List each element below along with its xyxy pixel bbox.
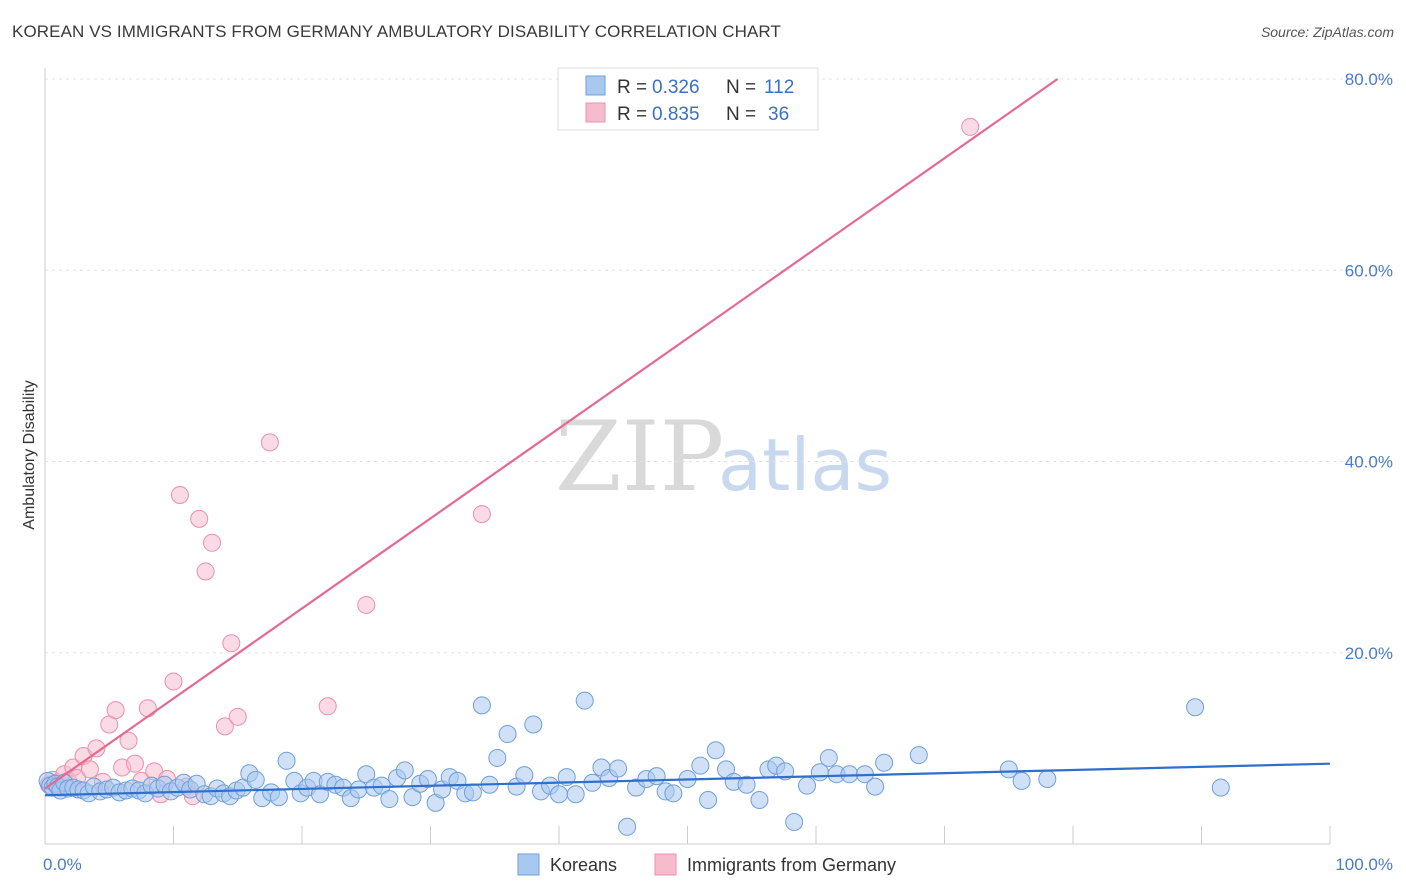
axes xyxy=(44,68,1331,845)
y-axis-ticks: 20.0% 40.0% 60.0% 80.0% xyxy=(1345,70,1393,663)
koreans-point xyxy=(463,783,482,802)
germany-point xyxy=(203,533,222,552)
koreans-point xyxy=(909,746,928,765)
germany-point xyxy=(961,117,980,136)
germany-point xyxy=(260,433,279,452)
legend-r-label: R = xyxy=(617,104,647,125)
legend-n-value: 36 xyxy=(768,104,789,125)
koreans-point xyxy=(776,762,795,781)
watermark: ZIP atlas xyxy=(555,401,892,513)
legend-n-value: 112 xyxy=(764,77,794,98)
koreans-point xyxy=(403,788,422,807)
germany-trend-line xyxy=(44,78,1059,790)
koreans-point xyxy=(647,767,666,786)
germany-point xyxy=(125,754,144,773)
legend-r-value: 0.326 xyxy=(652,77,700,98)
koreans-point xyxy=(1038,769,1057,788)
germany-point xyxy=(80,760,99,779)
koreans-point xyxy=(875,753,894,772)
chart-title: KOREAN VS IMMIGRANTS FROM GERMANY AMBULA… xyxy=(12,22,781,41)
koreans-point xyxy=(706,741,725,760)
germany-point xyxy=(170,485,189,504)
koreans-point xyxy=(750,791,769,810)
y-tick-label: 20.0% xyxy=(1345,644,1393,663)
koreans-point xyxy=(1012,771,1031,790)
y-axis-label: Ambulatory Disability xyxy=(21,380,38,529)
koreans-point xyxy=(737,775,756,794)
koreans-point xyxy=(395,761,414,780)
germany-point xyxy=(119,731,138,750)
koreans-point xyxy=(575,691,594,710)
koreans-point xyxy=(418,769,437,788)
koreans-point xyxy=(524,715,543,734)
series-koreans-points xyxy=(38,691,1230,836)
germany-point xyxy=(190,509,209,528)
koreans-point xyxy=(550,785,568,804)
koreans-point xyxy=(1186,698,1205,717)
koreans-point xyxy=(380,790,399,809)
legend-top: R = 0.326 N = 112 R = 0.835 N = 36 xyxy=(557,67,819,131)
x-tick-label: 0.0% xyxy=(43,855,82,874)
koreans-point xyxy=(277,751,296,770)
koreans-point xyxy=(1211,778,1230,797)
germany-point xyxy=(318,697,337,716)
germany-point xyxy=(164,672,183,691)
koreans-point xyxy=(357,765,376,784)
koreans-point xyxy=(498,725,517,744)
watermark-zip: ZIP xyxy=(555,401,724,513)
y-tick-label: 40.0% xyxy=(1345,453,1393,472)
gridlines xyxy=(45,78,1392,654)
koreans-point xyxy=(488,748,507,767)
legend-bottom: Koreans Immigrants from Germany xyxy=(517,853,896,876)
koreans-point xyxy=(349,780,368,799)
germany-point xyxy=(87,739,106,758)
koreans-point xyxy=(691,756,710,775)
trend-lines xyxy=(44,78,1331,797)
x-tick-label: 100.0% xyxy=(1335,855,1393,874)
koreans-point xyxy=(618,817,637,836)
source-credit: Source: ZipAtlas.com xyxy=(1260,24,1394,40)
koreans-point xyxy=(999,760,1018,779)
koreans-point xyxy=(866,777,885,796)
koreans-point xyxy=(515,766,534,785)
legend-swatch-germany xyxy=(585,102,606,123)
germany-point xyxy=(106,701,125,720)
koreans-point xyxy=(566,785,585,804)
germany-point xyxy=(222,634,241,653)
koreans-trend-line xyxy=(44,762,1331,797)
koreans-point xyxy=(819,748,838,767)
legend-swatch-koreans xyxy=(517,853,540,876)
germany-point xyxy=(472,505,491,524)
germany-point xyxy=(196,562,215,581)
koreans-point xyxy=(699,791,718,810)
x-axis-ticks: 0.0% 100.0% xyxy=(43,855,1393,874)
germany-point xyxy=(228,707,247,726)
koreans-point xyxy=(246,770,265,789)
legend-n-label: N = xyxy=(726,104,756,125)
legend-item-koreans: Koreans xyxy=(550,855,617,875)
legend-r-label: R = xyxy=(617,77,647,98)
koreans-point xyxy=(664,784,683,803)
y-tick-label: 60.0% xyxy=(1345,261,1393,280)
koreans-point xyxy=(472,696,491,715)
legend-n-label: N = xyxy=(726,77,756,98)
koreans-point xyxy=(785,813,804,832)
koreans-point xyxy=(798,776,817,795)
legend-swatch-koreans xyxy=(585,75,606,96)
legend-swatch-germany xyxy=(654,853,677,876)
legend-r-value: 0.835 xyxy=(652,104,700,125)
legend-item-germany: Immigrants from Germany xyxy=(687,855,896,875)
koreans-point xyxy=(840,765,859,784)
germany-point xyxy=(138,699,157,718)
germany-point xyxy=(215,717,234,736)
watermark-atlas: atlas xyxy=(718,423,892,507)
koreans-point xyxy=(609,759,628,778)
y-tick-label: 80.0% xyxy=(1345,70,1393,89)
germany-point xyxy=(357,595,376,614)
koreans-point xyxy=(269,788,288,807)
